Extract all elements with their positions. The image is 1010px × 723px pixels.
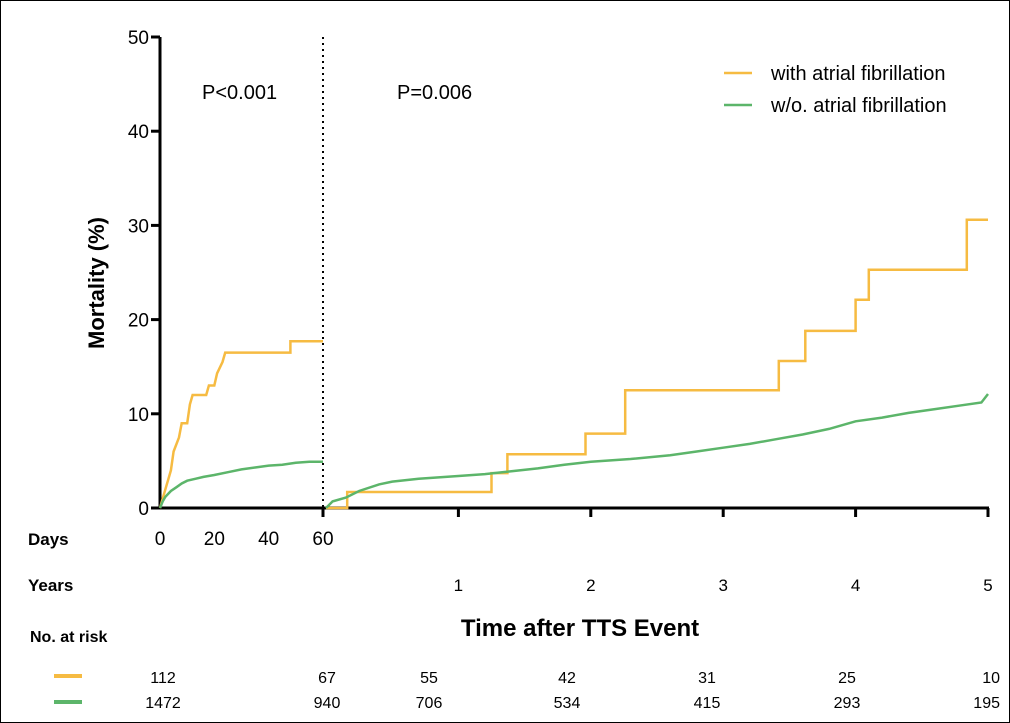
x-axis-label: Time after TTS Event [461,615,699,642]
days-ticks: 0 20 40 60 [155,508,334,550]
day-tick-label: 0 [155,529,166,550]
risk-cell: 195 [973,695,1000,712]
y-tick-label: 40 [128,122,149,143]
risk-cell: 25 [838,670,856,687]
risk-cell: 1472 [145,695,181,712]
risk-cell: 67 [318,670,336,687]
days-axis-label: Days [28,530,69,549]
risk-table-title: No. at risk [30,629,107,646]
risk-cell: 112 [150,670,176,687]
y-axis-label: Mortality (%) [84,217,109,349]
risk-cell: 534 [554,695,581,712]
risk-cell: 31 [698,670,716,687]
day-tick-label: 60 [312,529,333,550]
risk-cell: 706 [416,695,443,712]
axes [158,37,989,510]
year-tick-label: 1 [454,576,463,595]
y-tick-label: 0 [138,499,149,520]
years-ticks: 1 2 3 4 5 [454,508,993,595]
year-tick-label: 2 [586,576,595,595]
year-tick-label: 5 [983,576,992,595]
y-tick-label: 20 [128,311,149,332]
years-axis-label: Years [28,576,73,595]
legend-label-no-af: w/o. atrial fibrillation [770,95,947,117]
series-group [158,218,989,510]
risk-cell: 10 [982,670,1000,687]
risk-cell: 940 [314,695,341,712]
day-tick-label: 20 [204,529,225,550]
p-value-late: P=0.006 [397,82,472,104]
risk-cell: 42 [558,670,576,687]
series-line-af-years [326,218,988,510]
risk-cell: 415 [694,695,721,712]
y-tick-label: 50 [128,28,149,49]
legend: with atrial fibrillation w/o. atrial fib… [724,63,947,117]
y-tick-label: 30 [128,216,149,237]
risk-table: 112 67 55 42 31 25 10 1472 940 706 534 415 293 195 [145,670,1000,712]
y-tick-label: 10 [128,405,149,426]
series-line-af-days [158,340,323,509]
series-line-no-af-days [158,460,323,509]
year-tick-label: 3 [718,576,727,595]
p-value-early: P<0.001 [202,82,277,104]
y-ticks: 0 10 20 30 40 50 [128,28,160,520]
legend-label-af: with atrial fibrillation [770,63,946,85]
day-tick-label: 40 [258,529,279,550]
risk-cell: 55 [420,670,438,687]
risk-cell: 293 [834,695,861,712]
year-tick-label: 4 [851,576,860,595]
series-line-no-af-years [325,393,989,509]
